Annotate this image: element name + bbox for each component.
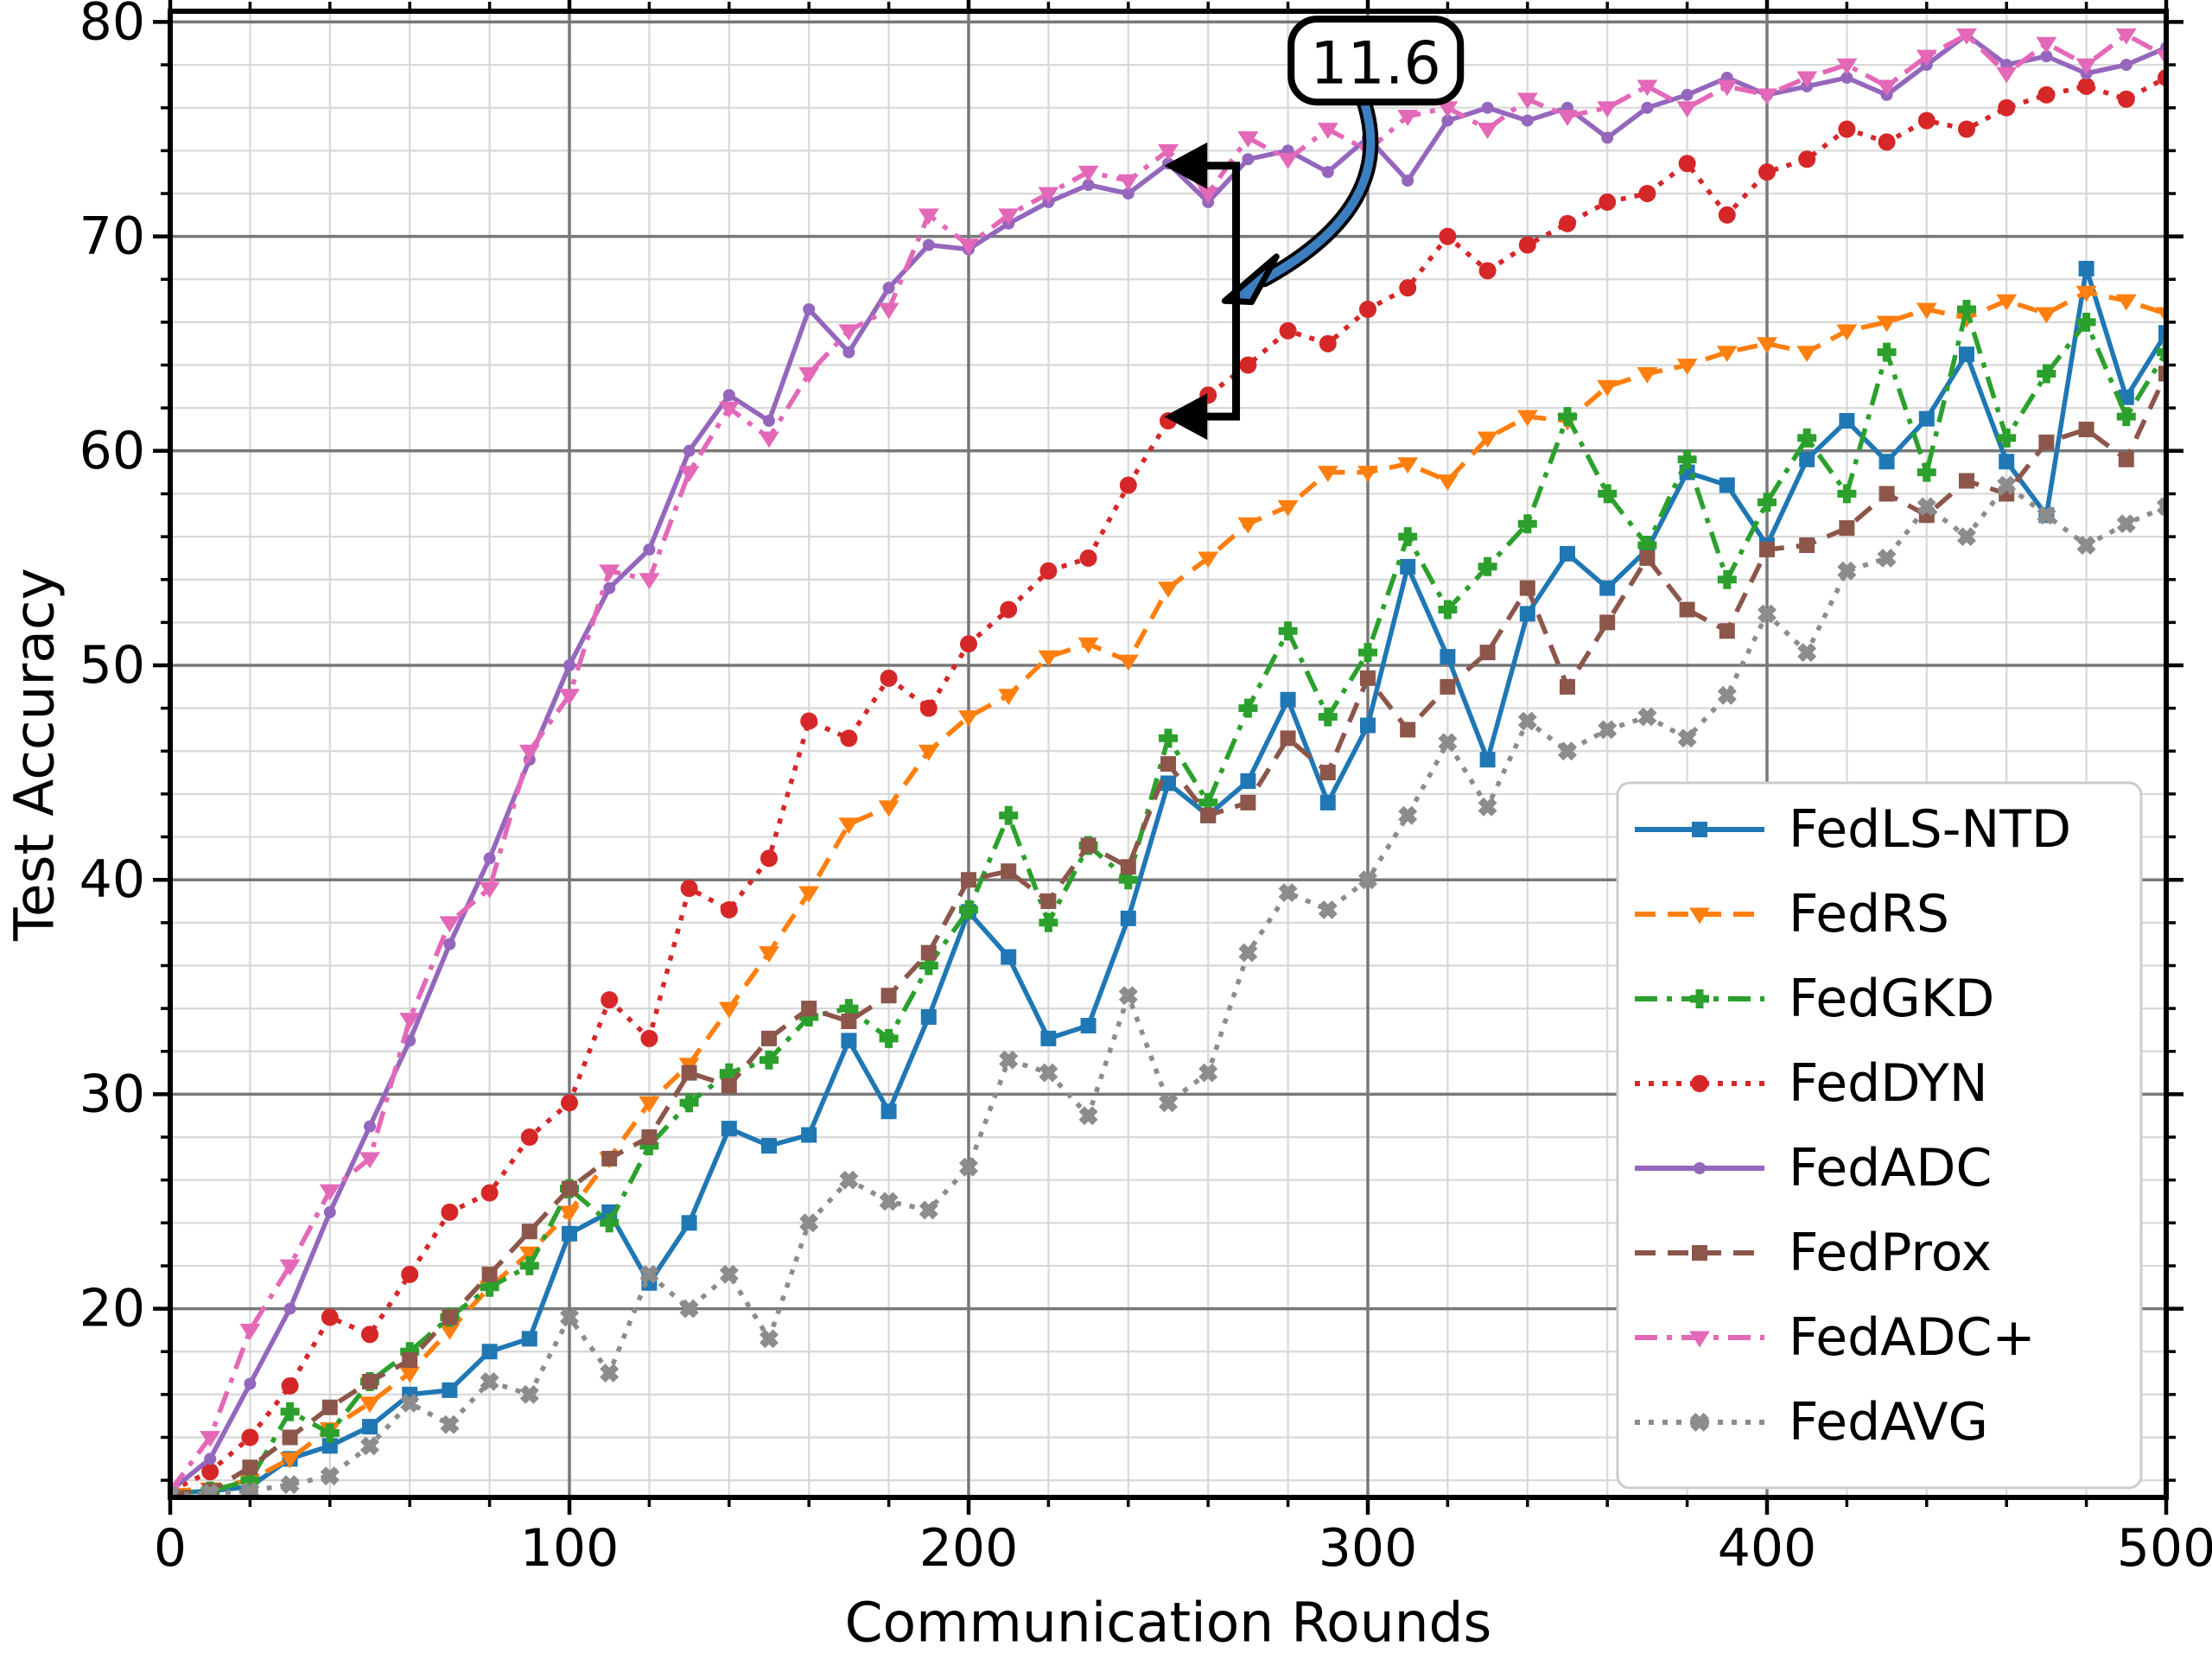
bracket-arrow-top: [1164, 142, 1208, 189]
legend-item-FedADC+: FedADC+: [1635, 1307, 2036, 1368]
legend-label: FedADC: [1789, 1138, 1992, 1198]
x-tick-label-0: 0: [154, 1518, 187, 1579]
legend-sample-marker: [1689, 1331, 1710, 1348]
legend-box: [1616, 781, 2143, 1490]
axis-ticks: [153, 0, 2183, 1515]
legend-sample-marker: [1690, 1413, 1709, 1432]
legend-item-FedGKD: FedGKD: [1635, 969, 1994, 1029]
plot-frame: [168, 9, 2169, 1500]
series-FedADC+: [170, 28, 2166, 1497]
major-ticks: [153, 0, 2183, 1515]
series-line-FedAVG: [170, 482, 2166, 1497]
series-markers-FedProx: [170, 365, 2166, 1497]
legend-label: FedLS-NTD: [1789, 799, 2071, 860]
legend-sample-marker: [1694, 1162, 1706, 1174]
series-FedRS: [170, 285, 2166, 1497]
legend-sample-marker: [1690, 989, 1709, 1008]
gap-annotation-box: [1287, 16, 1465, 106]
gap-annotation: [1164, 16, 1465, 441]
gap-bracket: [1205, 162, 1241, 421]
legend-item-FedAVG: FedAVG: [1635, 1392, 1988, 1452]
legend-sample-marker: [1689, 907, 1710, 925]
y-tick-label-40: 40: [79, 849, 145, 910]
legend-sample-marker: [1692, 822, 1707, 837]
y-tick-label-60: 60: [79, 421, 145, 481]
y-axis-title: Test Accuracy: [3, 568, 67, 942]
legend-label: FedADC+: [1789, 1307, 2036, 1368]
legend-sample-marker: [1691, 1075, 1708, 1092]
x-axis-title: Communication Rounds: [845, 1592, 1492, 1655]
x-tick-label-400: 400: [1718, 1518, 1817, 1579]
series-FedAVG: [170, 475, 2166, 1497]
curved-arrow-shaft: [1259, 97, 1376, 284]
legend-item-FedLS-NTD: FedLS-NTD: [1635, 799, 2071, 860]
y-tick-label-30: 30: [79, 1064, 145, 1124]
minor-ticks: [161, 2, 2176, 1507]
legend-item-FedADC: FedADC: [1635, 1138, 1992, 1198]
series-FedDYN: [170, 68, 2166, 1497]
bracket-arrow-bottom: [1164, 393, 1208, 441]
series-line-FedDYN: [170, 75, 2166, 1494]
legend-label: FedGKD: [1789, 969, 1994, 1029]
plot-border: [168, 9, 2169, 1500]
series-FedLS-NTD: [170, 260, 2166, 1497]
legend-sample-marker: [1692, 1245, 1707, 1261]
x-tick-label-200: 200: [919, 1518, 1019, 1579]
y-tick-label-20: 20: [79, 1279, 145, 1339]
series-FedProx: [170, 365, 2166, 1497]
legend-item-FedDYN: FedDYN: [1635, 1053, 1988, 1114]
legend-label: FedDYN: [1789, 1053, 1988, 1114]
grid: [170, 11, 2166, 1497]
legend: FedLS-NTD FedRS FedGKD FedDYN FedADC FedProx F…: [1616, 781, 2143, 1490]
legend-label: FedRS: [1789, 884, 1949, 944]
x-tick-label-100: 100: [520, 1518, 620, 1579]
y-tick-label-80: 80: [79, 0, 145, 52]
y-tick-label-50: 50: [79, 635, 145, 696]
curved-arrow-outline: [1255, 93, 1379, 288]
major-gridlines: [170, 11, 2166, 1497]
y-tick-label-70: 70: [79, 207, 145, 267]
x-tick-label-500: 500: [2117, 1518, 2212, 1579]
gap-annotation-label: 11.6: [1310, 30, 1440, 99]
legend-label: FedProx: [1789, 1223, 1992, 1283]
tick-labels: 0 100 200 300 400 500 20 30 40 50 60 70 80: [79, 0, 2212, 1579]
legend-item-FedRS: FedRS: [1635, 884, 1949, 944]
x-tick-label-300: 300: [1319, 1518, 1418, 1579]
minor-gridlines: [170, 11, 2166, 1497]
legend-item-FedProx: FedProx: [1635, 1223, 1992, 1283]
legend-label: FedAVG: [1789, 1392, 1988, 1452]
